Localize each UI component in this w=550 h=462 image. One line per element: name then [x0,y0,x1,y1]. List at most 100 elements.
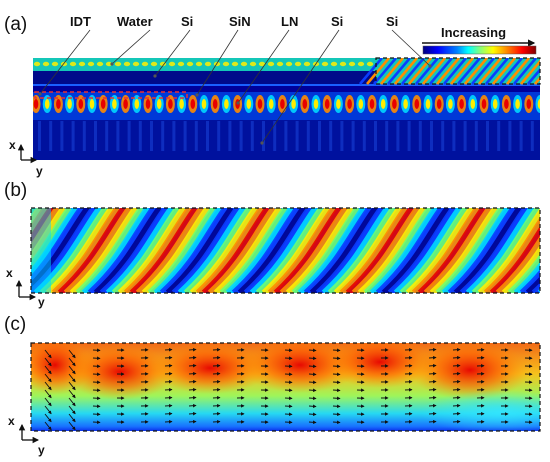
substrate-streak [295,121,299,151]
substrate-streak [183,121,187,151]
inset-diagonal-wave [394,58,418,85]
inset-diagonal-wave [471,58,495,85]
ln-field-core [201,99,207,109]
water-ripple-mark [87,61,95,67]
substrate-streak [161,121,165,151]
water-ripple-mark [330,61,338,67]
flow-arrow [44,349,52,359]
flow-arrow [188,419,197,424]
substrate-streak [284,121,288,151]
colorbar-title: Increasing [441,25,506,40]
substrate-streak [127,121,131,151]
water-ripple-mark [51,61,59,67]
flow-arrow [308,388,317,393]
low-velocity-region [420,390,540,431]
panel-b-axes: x y [6,266,45,309]
substrate-streak [385,121,389,151]
layer-leader-line [237,29,290,104]
substrate-streak [362,121,366,151]
flow-arrow [308,404,317,409]
wave-band [177,208,247,293]
substrate-streak [38,121,41,151]
ln-field-core [302,99,308,109]
wave-band [537,288,540,293]
flow-arrow [308,372,317,377]
panel-a: (a) IDT Water Si SiN LN Si Si [4,14,541,178]
water-ripple-mark [132,61,140,67]
layer-label-sin: SiN [229,14,251,29]
ln-field-core [324,99,330,109]
water-ripple-mark [150,61,158,67]
inset-region-marker [375,57,541,85]
wave-band [75,208,145,293]
colorbar-gradient [422,45,537,55]
water-ripple-mark [294,61,302,67]
flow-arrow [44,397,52,407]
flow-arrow [188,411,197,416]
wave-band [171,208,241,293]
substrate-streak [82,121,86,151]
ln-field-core [369,99,375,109]
layer-leader-dot [236,101,240,105]
substrate-streak [273,121,277,151]
substrate-streak [530,121,534,151]
substrate-streak [519,121,523,151]
layer-leader-line [111,29,151,65]
water-ripple-mark [114,61,122,67]
ln-field-core [33,99,39,109]
flow-arrow [68,413,76,423]
ln-field-core [89,99,95,109]
inset-diagonal-wave [464,58,488,85]
substrate-streak [374,121,377,151]
flow-arrow [452,347,461,352]
substrate-streak [418,121,422,151]
layer-leader-line [39,29,91,95]
substrate-streak [407,121,411,151]
water-ripple-mark [348,61,356,67]
wave-band [219,208,289,293]
wave-band [435,208,505,293]
ln-field-core [515,99,520,109]
ln-field-core [44,99,50,109]
ln-field-core [436,99,442,109]
panel-b-y-axis-label: y [38,295,45,309]
substrate-streak [150,121,153,151]
inset-diagonal-wave [373,58,397,85]
wave-band [57,208,127,293]
wave-band [159,208,229,293]
wave-band [165,208,235,293]
wave-band [147,208,217,293]
inset-diagonal-wave [429,58,453,85]
water-ripple-mark [78,61,86,67]
substrate-streak [318,121,321,151]
flow-arrow [44,389,52,399]
ln-field-core [100,99,106,109]
ln-field-core [179,99,184,109]
panel-c-frame [30,342,541,432]
panel-b-label: (b) [4,180,27,201]
layer-leader-dot [153,74,157,78]
substrate-streak [497,121,501,151]
water-ripple-mark [222,61,230,67]
wave-band [327,208,397,293]
substrate-streak [71,121,75,151]
wave-band [387,208,457,293]
panel-a-x-axis-label: x [9,138,16,152]
water-ripple-mark [168,61,176,67]
substrate-streak [486,121,489,151]
substrate-streak [105,121,109,151]
flow-arrow [44,365,52,375]
wave-band [423,208,493,293]
substrate-streak [441,121,445,151]
wave-band [375,208,445,293]
layer-label-idt: IDT [70,14,91,29]
flow-arrow [188,395,197,400]
wave-band [459,208,529,293]
idt-region-marker [34,91,188,99]
wave-band [207,208,277,293]
wave-band [0,208,28,293]
wave-band [465,208,535,293]
velocity-hotspot [410,343,530,400]
flow-arrow [452,379,461,384]
flow-arrow [308,396,317,401]
